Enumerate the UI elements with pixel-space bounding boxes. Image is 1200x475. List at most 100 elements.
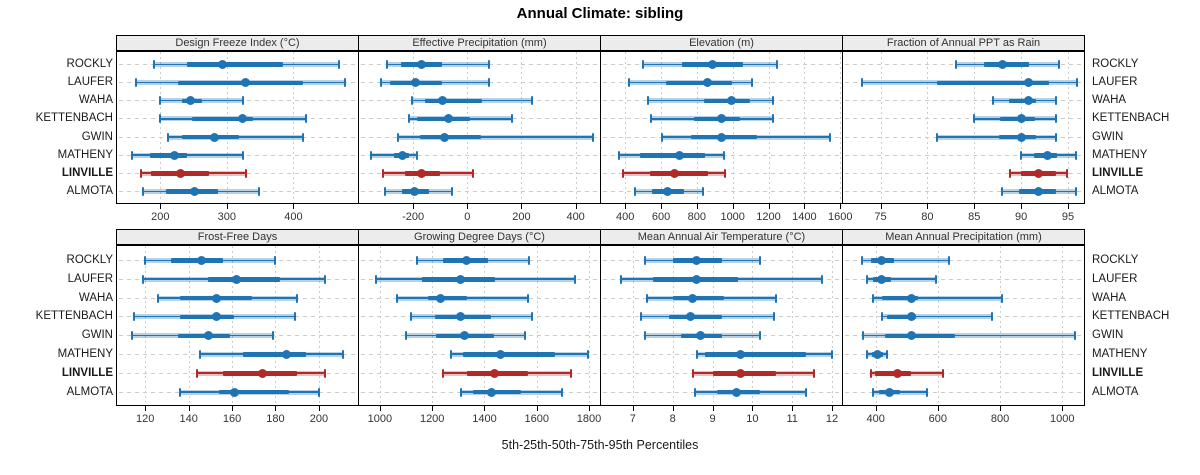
whisker-cap [196, 368, 199, 378]
panel-strip: Design Freeze Index (°C) [116, 35, 359, 51]
whisker-cap [158, 96, 161, 106]
panel [842, 51, 1085, 204]
percentile-box-25-75 [419, 134, 481, 140]
whisker-cap [866, 349, 869, 359]
percentile-box-25-75 [936, 80, 1050, 85]
v-gridline [696, 52, 698, 203]
whisker-cap [954, 60, 957, 69]
median-dot [438, 96, 448, 106]
x-tick-mark [1068, 204, 1070, 209]
whisker-cap [772, 114, 774, 124]
v-gridline [625, 52, 627, 203]
whisker-cap [242, 150, 245, 160]
whisker-cap [634, 187, 637, 196]
v-gridline [632, 245, 634, 405]
site-label-left: LINVILLE [61, 366, 113, 379]
x-tick-mark [661, 204, 663, 209]
x-tick-label: 200 [151, 211, 170, 223]
percentile-box-25-75 [668, 314, 723, 320]
median-dot [669, 168, 679, 178]
x-tick-mark [145, 405, 147, 411]
whisker-cap [142, 274, 145, 284]
median-dot [877, 274, 887, 284]
median-dot [662, 187, 672, 196]
median-dot [462, 256, 472, 265]
x-tick-mark [832, 405, 834, 411]
axis-caption: 5th-25th-50th-75th-95th Percentiles [501, 438, 699, 452]
whisker-cap [773, 312, 776, 322]
whisker-cap [925, 387, 928, 397]
whisker-cap [1001, 187, 1004, 196]
whisker-cap [374, 274, 377, 284]
median-dot [185, 96, 195, 106]
x-tick-mark [792, 405, 794, 411]
whisker-cap [935, 274, 938, 284]
x-tick-label: 600 [651, 211, 671, 223]
whisker-cap [973, 114, 976, 124]
whisker-cap [324, 274, 327, 284]
x-tick-mark [974, 204, 976, 209]
median-dot [696, 331, 706, 341]
row-gridline [845, 172, 1082, 174]
percentile-box-25-75 [694, 116, 740, 122]
percentile-box-25-75 [881, 295, 918, 301]
site-label-right: KETTENBACH [1092, 310, 1170, 323]
site-label-right: ALMOTA [1092, 185, 1139, 197]
median-dot [189, 187, 199, 196]
panel [600, 244, 843, 406]
x-tick-label: 400 [616, 211, 635, 223]
v-gridline [974, 52, 976, 203]
whisker-cap [880, 312, 883, 322]
row-gridline [361, 172, 598, 174]
median-dot [231, 274, 241, 284]
whisker-cap [510, 114, 513, 124]
site-label-left: KETTENBACH [35, 310, 113, 323]
whisker-cap [813, 368, 816, 378]
site-label-right: LAUFER [1092, 76, 1138, 89]
whisker-cap [274, 256, 277, 265]
percentile-line-5-95 [872, 297, 1002, 299]
median-dot [703, 78, 713, 88]
percentile-box-25-75 [672, 295, 725, 301]
whisker-cap [869, 368, 872, 378]
panel-strip: Fraction of Annual PPT as Rain [842, 35, 1085, 51]
whisker-cap [158, 114, 161, 124]
v-gridline [1068, 52, 1070, 203]
whisker-cap [866, 274, 869, 284]
x-tick-mark [672, 405, 674, 411]
whisker-cap [1020, 150, 1023, 160]
median-dot [906, 331, 916, 341]
whisker-cap [408, 114, 411, 124]
site-label-right: GWIN [1092, 130, 1124, 143]
row-gridline [845, 118, 1082, 120]
site-label-left: LAUFER [67, 272, 113, 285]
whisker-cap [860, 78, 863, 88]
whisker-cap [409, 312, 412, 322]
median-dot [169, 150, 179, 160]
whisker-cap [527, 256, 530, 265]
row-gridline [845, 278, 1082, 280]
whisker-cap [241, 96, 244, 106]
percentile-line-5-95 [863, 334, 1075, 337]
x-tick-label: 75 [874, 211, 887, 223]
x-tick-label: 800 [990, 412, 1010, 425]
percentile-box-25-75 [704, 98, 750, 104]
whisker-cap [487, 60, 490, 69]
panel [358, 51, 601, 204]
median-dot [240, 78, 250, 88]
median-dot [257, 368, 267, 378]
whisker-cap [451, 187, 454, 196]
whisker-cap [272, 331, 275, 341]
whisker-cap [991, 312, 994, 322]
percentile-box-25-75 [149, 153, 187, 158]
site-label-left: LAUFER [67, 76, 113, 89]
whisker-cap [1054, 114, 1057, 124]
median-dot [1016, 132, 1026, 142]
whisker-cap [935, 132, 938, 142]
v-gridline [232, 245, 234, 405]
whisker-cap [152, 60, 155, 69]
median-dot [439, 132, 449, 142]
median-dot [203, 331, 213, 341]
percentile-line-5-95 [398, 136, 594, 138]
x-tick-mark [880, 204, 882, 209]
